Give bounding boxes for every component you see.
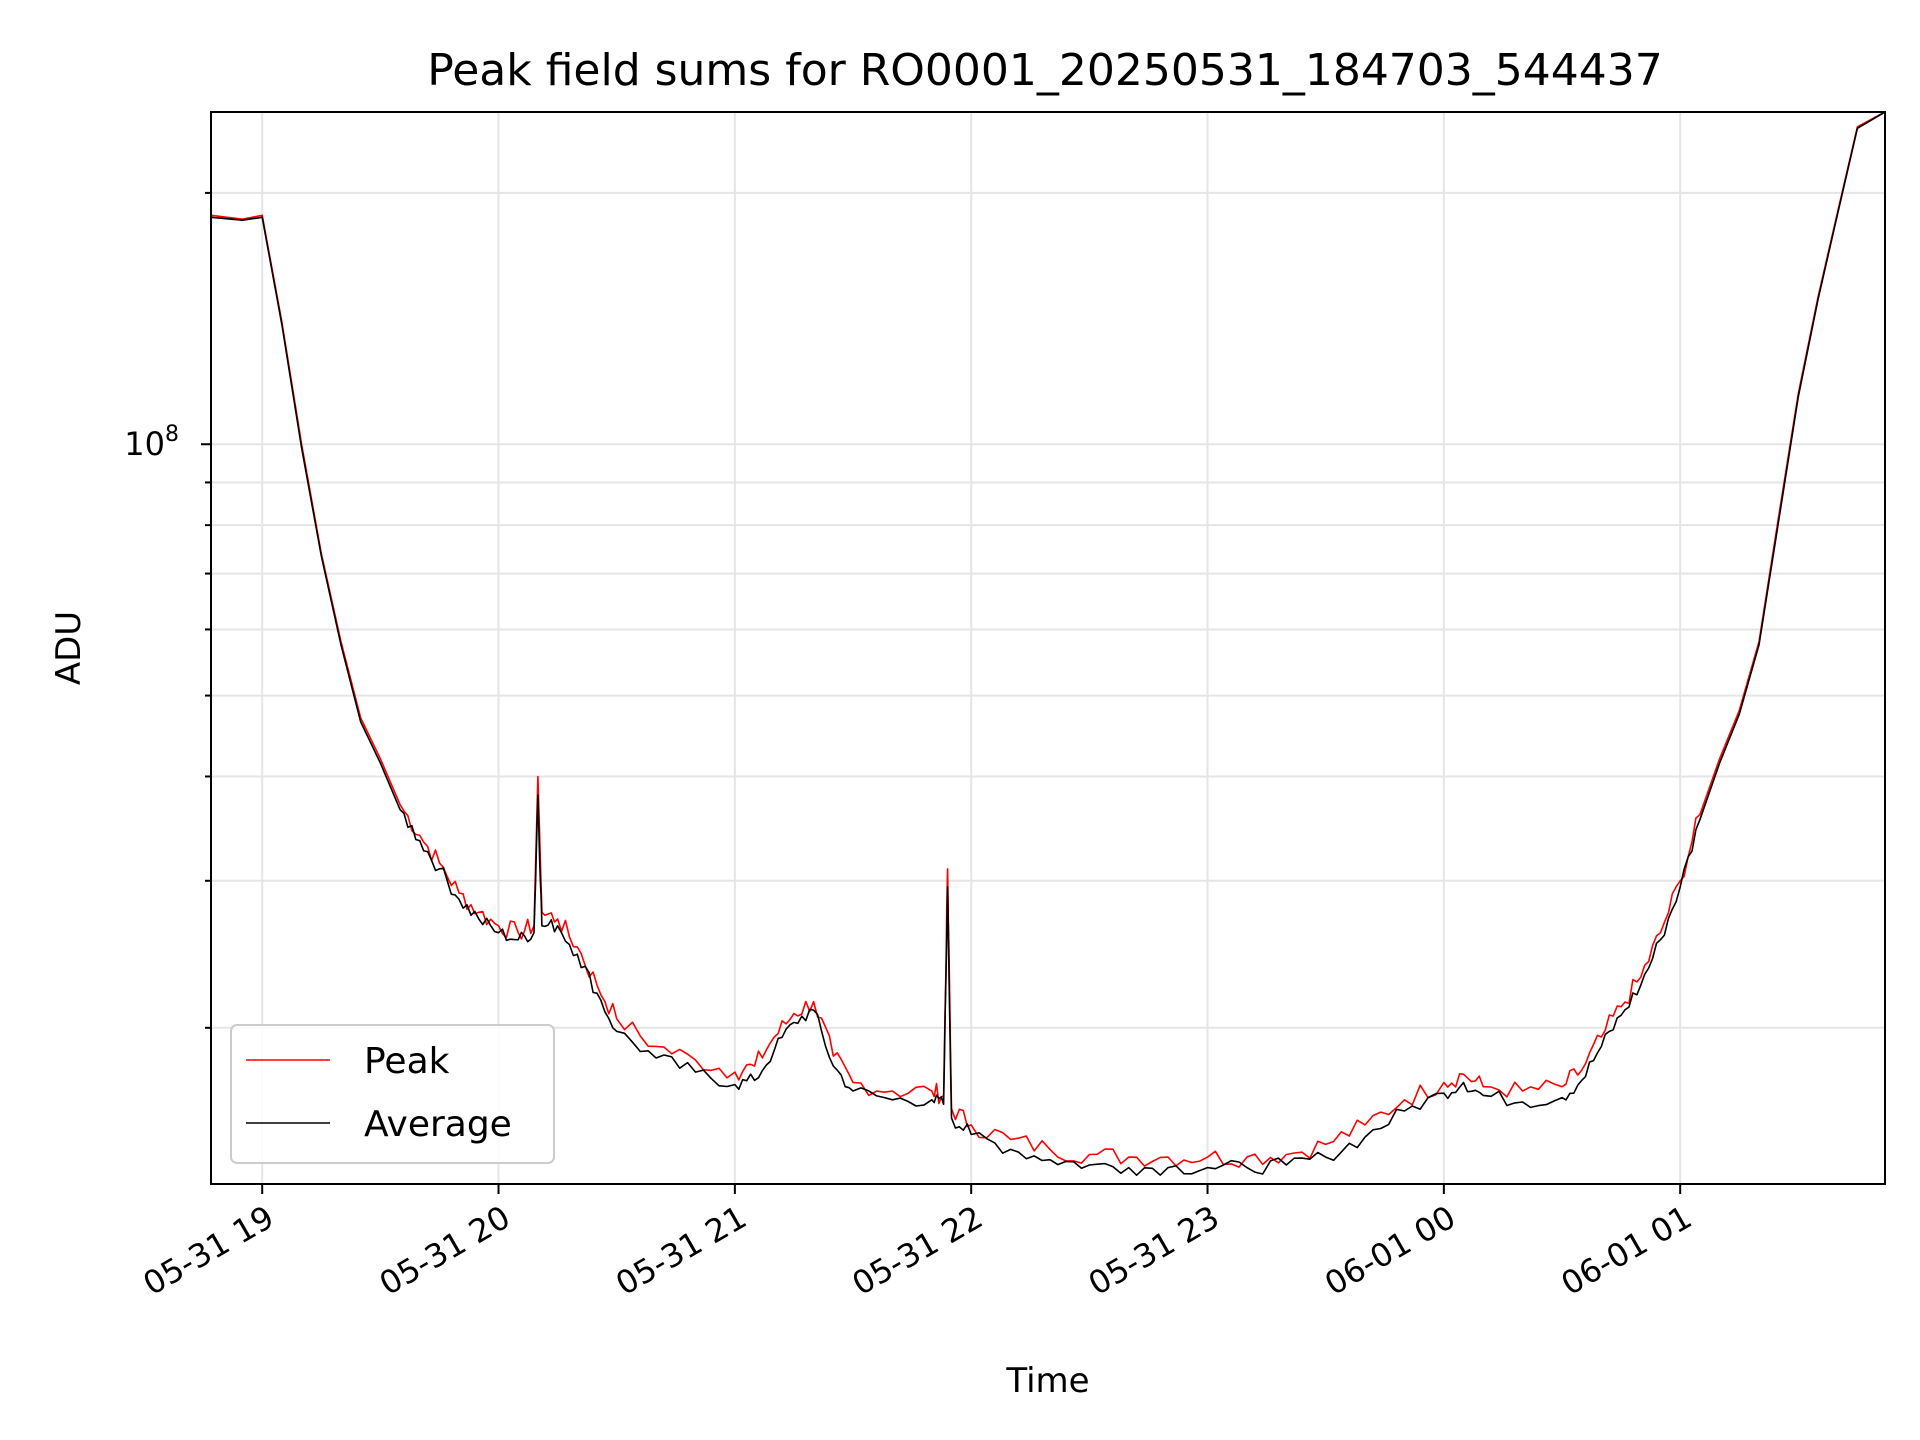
plot-frame — [210, 111, 1886, 1185]
legend-average-label: Average — [364, 1104, 512, 1145]
chart-title: Peak field sums for RO0001_20250531_1847… — [427, 45, 1663, 96]
x-axis-label: Time — [1005, 1361, 1089, 1401]
legend-peak-label: Peak — [364, 1041, 450, 1082]
plot-area — [210, 111, 1886, 1176]
series-line-average — [210, 111, 1886, 1176]
y-axis-label: ADU — [49, 611, 89, 685]
grid-lines — [211, 112, 1885, 1184]
legend: Peak Average — [230, 1024, 555, 1164]
